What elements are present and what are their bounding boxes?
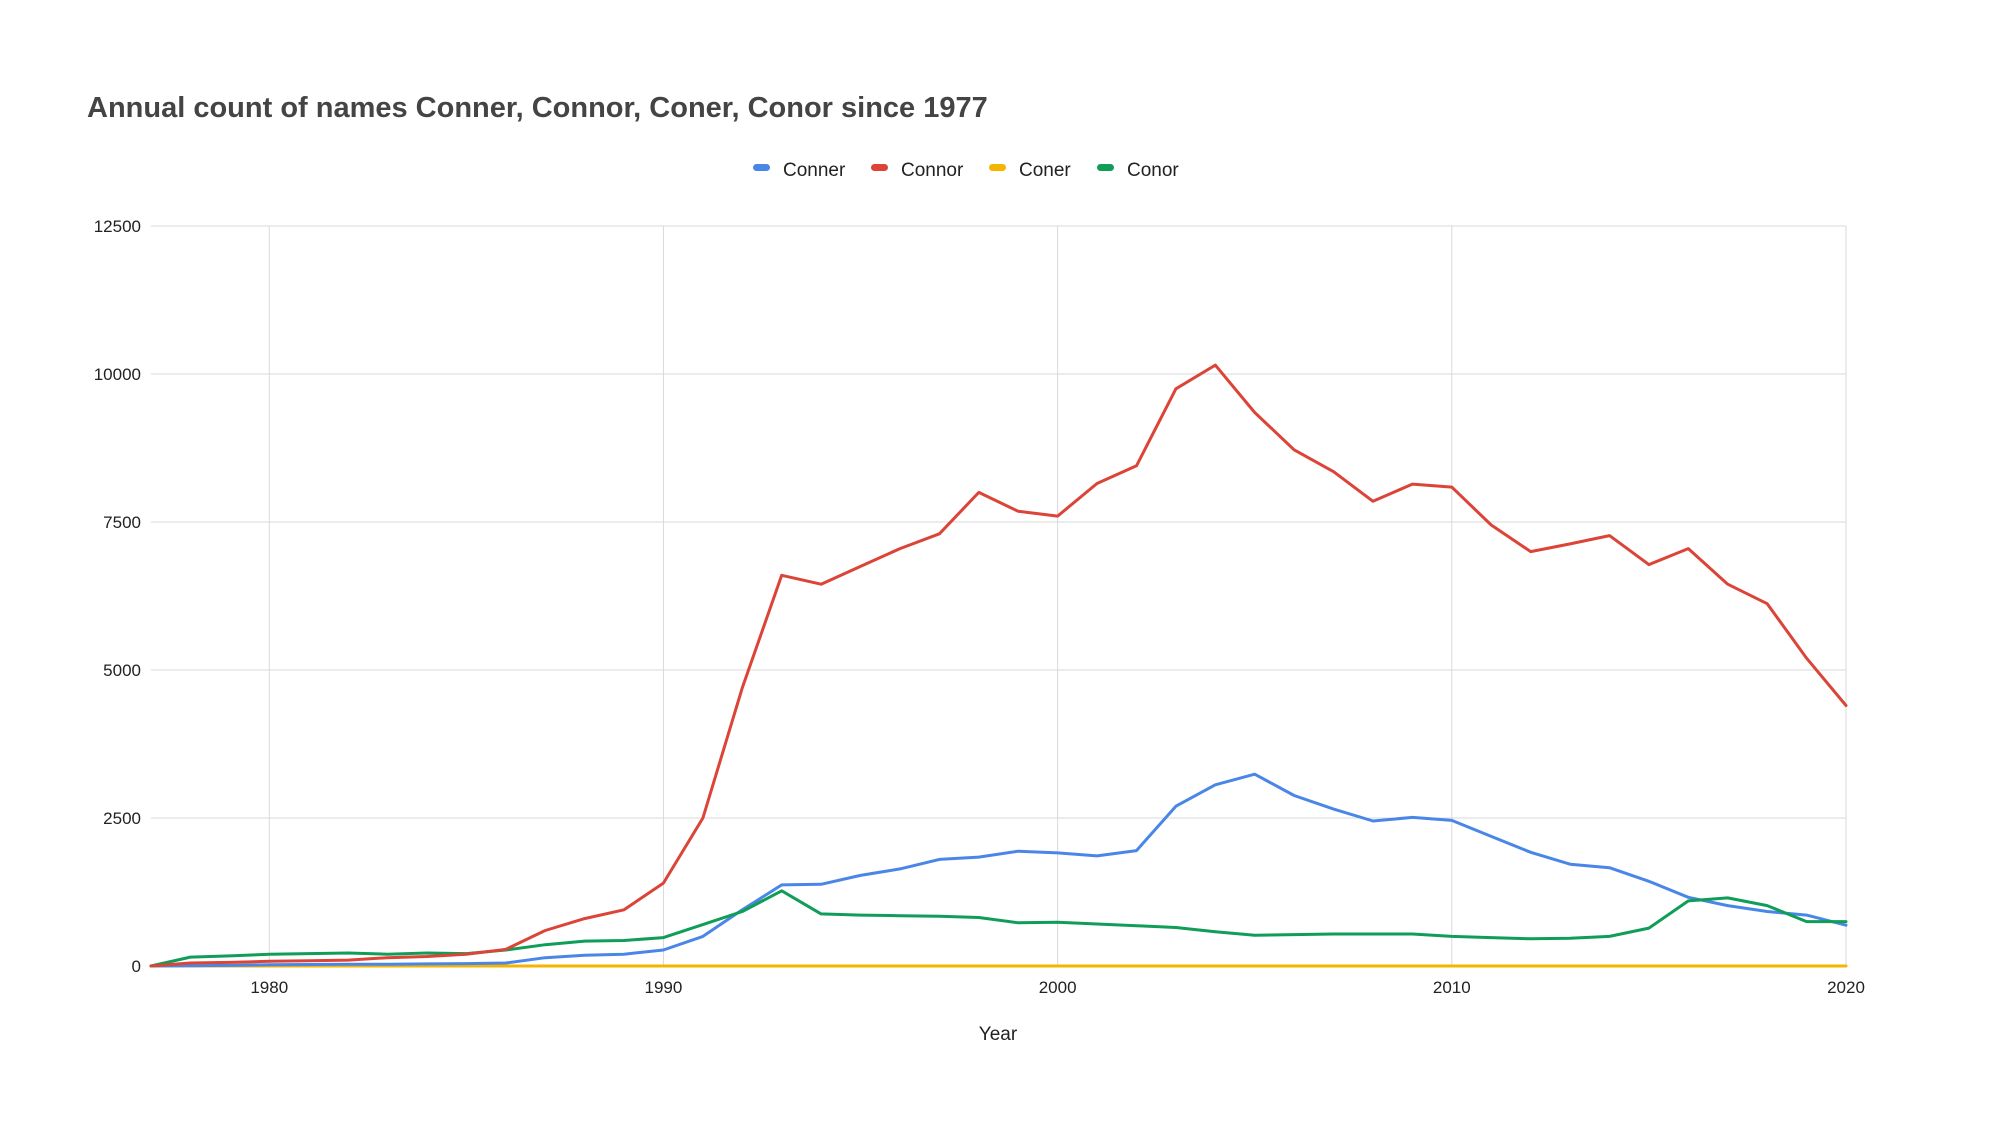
series-line-conor [149,889,1848,968]
legend: Conner Connor Coner Conor [753,160,1179,181]
legend-item-conor[interactable]: Conor [1097,160,1179,181]
x-tick-label: 1990 [645,978,683,997]
x-axis-ticks: 1980 1990 2000 2010 2020 [250,978,1865,997]
series-lines [149,363,1848,968]
legend-swatch-conner [753,164,770,171]
legend-item-coner[interactable]: Coner [989,160,1071,181]
y-axis-ticks: 0 2500 5000 7500 10000 12500 [94,217,141,976]
series-line-connor [149,363,1848,968]
legend-item-conner[interactable]: Conner [753,160,846,181]
y-tick-label: 0 [132,957,141,976]
y-tick-label: 7500 [103,513,141,532]
legend-label-connor: Connor [901,160,964,181]
legend-label-coner: Coner [1019,160,1071,181]
chart-title: Annual count of names Conner, Connor, Co… [87,92,988,124]
x-tick-label: 1980 [250,978,288,997]
y-tick-label: 12500 [94,217,141,236]
y-tick-label: 10000 [94,365,141,384]
legend-label-conor: Conor [1127,160,1179,181]
legend-swatch-coner [989,164,1006,171]
x-tick-label: 2000 [1039,978,1077,997]
y-tick-label: 5000 [103,661,141,680]
legend-item-connor[interactable]: Connor [871,160,964,181]
x-tick-label: 2020 [1827,978,1865,997]
x-tick-label: 2010 [1433,978,1471,997]
series-line-conner [149,772,1848,968]
legend-swatch-conor [1097,164,1114,171]
legend-label-conner: Conner [783,160,846,181]
y-tick-label: 2500 [103,809,141,828]
legend-swatch-connor [871,164,888,171]
x-axis-label: Year [979,1024,1018,1045]
